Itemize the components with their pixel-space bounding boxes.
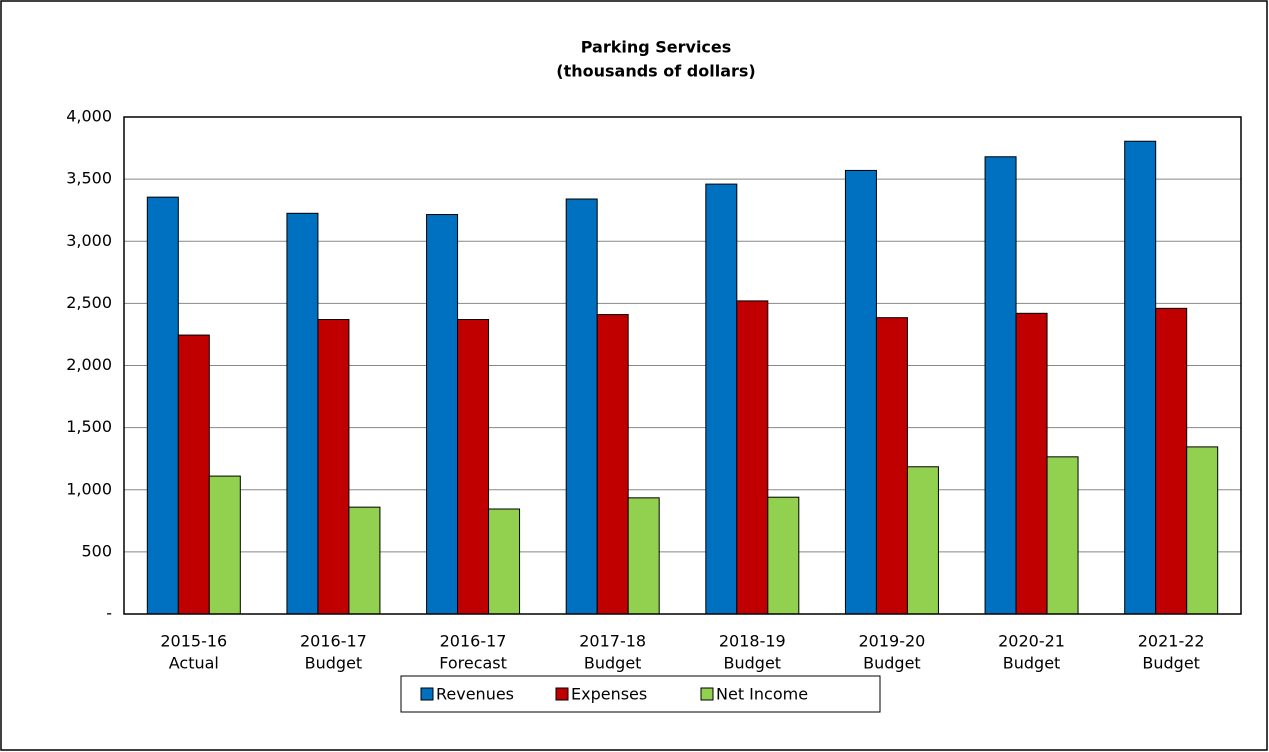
x-tick-label: 2015-16 (160, 632, 227, 651)
y-tick-label: 2,500 (66, 293, 112, 312)
x-tick-label: Budget (724, 654, 782, 673)
chart-title: Parking Services (581, 38, 732, 57)
plot-border (123, 116, 1242, 615)
x-tick-label: Budget (584, 654, 642, 673)
bar (286, 212, 319, 615)
bar (984, 156, 1017, 615)
x-tick-label: Budget (1003, 654, 1061, 673)
x-tick-label: 2018-19 (719, 632, 786, 651)
bar (1046, 456, 1079, 615)
bar (1155, 307, 1188, 615)
bar (146, 196, 179, 615)
y-tick-label: - (106, 604, 112, 623)
bar (767, 496, 800, 615)
legend-label: Net Income (716, 685, 808, 704)
y-tick-label: 3,000 (66, 231, 112, 250)
x-tick-label: 2020-21 (998, 632, 1065, 651)
x-tick-label: 2021-22 (1138, 632, 1205, 651)
y-tick-label: 3,500 (66, 169, 112, 188)
bar (627, 497, 660, 615)
legend-swatch (555, 687, 569, 701)
bar (1015, 312, 1048, 615)
y-tick-label: 1,000 (66, 479, 112, 498)
bar (705, 183, 738, 615)
bar (317, 319, 350, 615)
bar (875, 317, 908, 615)
bar (565, 198, 598, 615)
legend-label: Revenues (436, 685, 514, 704)
x-tick-label: Budget (305, 654, 363, 673)
x-tick-label: Budget (863, 654, 921, 673)
bar (1186, 446, 1219, 615)
x-tick-label: Forecast (439, 654, 507, 673)
x-tick-label: 2016-17 (440, 632, 507, 651)
bar (596, 314, 629, 615)
legend-swatch (420, 687, 434, 701)
bar (208, 475, 241, 615)
x-tick-label: 2019-20 (859, 632, 926, 651)
bar (177, 334, 210, 615)
legend-box (400, 675, 881, 713)
y-tick-label: 500 (81, 541, 112, 560)
bar (348, 506, 381, 615)
bar (488, 508, 521, 615)
y-tick-label: 4,000 (66, 107, 112, 126)
bar (906, 466, 939, 615)
bar (844, 169, 877, 615)
y-tick-label: 1,500 (66, 417, 112, 436)
chart-subtitle: (thousands of dollars) (556, 62, 755, 81)
y-tick-label: 2,000 (66, 355, 112, 374)
bar (1124, 140, 1157, 615)
legend-swatch (700, 687, 714, 701)
x-tick-label: Actual (169, 654, 219, 673)
x-tick-label: 2017-18 (579, 632, 646, 651)
legend-label: Expenses (571, 685, 647, 704)
bar (736, 300, 769, 615)
x-tick-label: Budget (1142, 654, 1200, 673)
bar (426, 214, 459, 615)
x-tick-label: 2016-17 (300, 632, 367, 651)
bar (457, 319, 490, 615)
